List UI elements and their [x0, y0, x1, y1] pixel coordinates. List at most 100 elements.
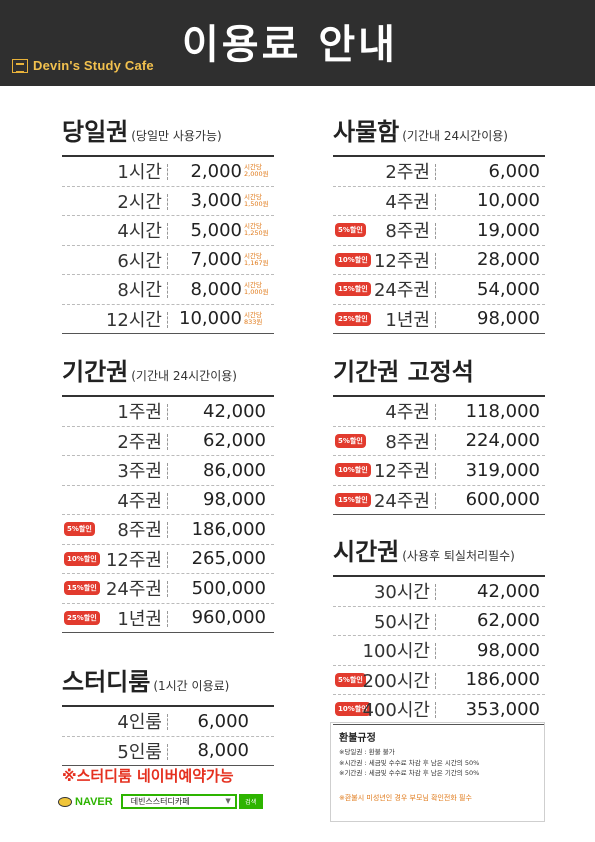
naver-search-input[interactable]: 데빈스스터디카페 ▼ [120, 794, 237, 809]
period-price-table: 1주권 42,000 2주권 62,000 3주권 86,000 4주권 98,000 5%할인… [62, 395, 274, 633]
item-name: 24주권 [373, 490, 430, 512]
naver-search-button[interactable]: 검색 [238, 794, 263, 809]
item-price: 19,000 [477, 219, 540, 241]
item-name: 12주권 [105, 549, 162, 571]
table-row: 2시간 3,000 시간당 1,500원 [62, 187, 274, 216]
discount-badge: 25%할인 [335, 311, 371, 326]
item-price: 7,000 [190, 249, 242, 271]
row-divider [435, 463, 436, 479]
unit-value: 1,250원 [244, 229, 269, 237]
item-price: 10,000 [179, 308, 242, 330]
item-name: 30시간 [373, 582, 430, 604]
unit-value: 1,000원 [244, 288, 269, 296]
table-row: 5%할인 200시간 186,000 [333, 666, 545, 695]
table-row: 8시간 8,000 시간당 1,000원 [62, 275, 274, 305]
row-divider [167, 164, 168, 180]
item-price: 98,000 [477, 308, 540, 330]
dropdown-arrow-icon[interactable]: ▼ [225, 797, 231, 805]
discount-badge: 10%할인 [64, 551, 100, 566]
item-price: 86,000 [203, 459, 266, 481]
discount-badge: 10%할인 [335, 252, 371, 267]
daily-pass-section: 당일권 (당일만 사용가능) 1시간 2,000 시간당 2,000원 2시간 3,000 시… [62, 112, 274, 334]
fixed-price-table: 4주권 118,000 5%할인 8주권 224,000 10%할인 12주권 319,000… [333, 395, 545, 515]
item-name: 5인룸 [117, 741, 162, 763]
table-row: 2주권 62,000 [62, 427, 274, 456]
table-row: 1시간 2,000 시간당 2,000원 [62, 157, 274, 187]
item-price: 10,000 [477, 190, 540, 212]
row-divider [167, 522, 168, 538]
item-name: 12시간 [105, 309, 162, 331]
table-row: 15%할인 24주권 54,000 [333, 275, 545, 305]
unit-label: 시간당 [244, 192, 262, 201]
refund-warning: ※환불시 미성년인 경우 부모님 확인전화 필수 [339, 793, 472, 802]
discount-badge: 5%할인 [64, 522, 95, 536]
item-price: 353,000 [465, 698, 540, 720]
hourly-price-table: 30시간 42,000 50시간 62,000 100시간 98,000 5%할인 200시간… [333, 575, 545, 725]
unit-label: 시간당 [244, 281, 262, 289]
row-divider [435, 613, 436, 630]
item-name: 3주권 [117, 461, 162, 483]
unit-value: 833원 [244, 317, 263, 326]
refund-policy-box: 환불규정 ※당일권 : 환불 불가 ※시간권 : 세금및 수수료 차감 후 남은… [330, 722, 545, 822]
row-divider [435, 584, 436, 600]
unit-price-note: 시간당 1,000원 [244, 282, 269, 296]
item-name: 4인룸 [117, 712, 162, 734]
table-row: 15%할인 24주권 600,000 [333, 486, 545, 515]
item-name: 200시간 [362, 670, 430, 692]
hourly-title: 시간권 [333, 538, 400, 566]
period-pass-section: 기간권 (기간내 24시간이용) 1주권 42,000 2주권 62,000 3주권 86,… [62, 352, 274, 633]
table-row: 50시간 62,000 [333, 607, 545, 636]
table-row: 4주권 118,000 [333, 397, 545, 427]
row-divider [167, 433, 168, 450]
header-bar: Devin's Study Cafe 이용료 안내 [0, 0, 595, 86]
item-name: 8시간 [117, 280, 162, 302]
hourly-pass-section: 시간권 (사용후 퇴실처리필수) 30시간 42,000 50시간 62,000 100시… [333, 532, 545, 725]
item-name: 1년권 [385, 309, 430, 331]
discount-badge: 10%할인 [335, 463, 371, 477]
fixed-title: 기간권 고정석 [333, 358, 474, 386]
row-divider [167, 404, 168, 420]
row-divider [435, 193, 436, 210]
naver-search-text: 데빈스스터디카페 [130, 797, 190, 806]
item-price: 62,000 [203, 430, 266, 452]
item-name: 2주권 [385, 162, 430, 184]
discount-badge: 25%할인 [64, 610, 100, 625]
naver-search-bar: NAVER 데빈스스터디카페 ▼ 검색 [58, 794, 263, 809]
period-subtitle: (기간내 24시간이용) [131, 369, 237, 383]
item-price: 265,000 [191, 548, 266, 570]
row-divider [435, 492, 436, 509]
row-divider [435, 643, 436, 659]
table-row: 5%할인 8주권 186,000 [62, 515, 274, 545]
item-price: 62,000 [477, 610, 540, 632]
daily-title: 당일권 [62, 118, 129, 146]
refund-line: ※시간권 : 세금및 수수료 차감 후 남은 시간의 50% [339, 758, 480, 767]
unit-price-note: 시간당 2,000원 [244, 164, 269, 178]
item-price: 8,000 [190, 278, 242, 300]
table-row: 10%할인 12주권 265,000 [62, 545, 274, 574]
item-name: 1년권 [117, 608, 162, 630]
item-name: 4시간 [117, 221, 162, 243]
item-name: 4주권 [117, 490, 162, 512]
row-divider [167, 282, 168, 298]
item-price: 186,000 [191, 518, 266, 540]
fixed-seat-section: 기간권 고정석 4주권 118,000 5%할인 8주권 224,000 10%할인 12주… [333, 352, 545, 515]
locker-title: 사물함 [333, 118, 400, 146]
refund-title: 환불규정 [339, 733, 376, 744]
discount-badge: 5%할인 [335, 223, 366, 237]
item-name: 8주권 [385, 431, 430, 453]
item-price: 6,000 [197, 710, 249, 732]
table-row: 10%할인 400시간 353,000 [333, 695, 545, 725]
unit-label: 시간당 [244, 251, 262, 260]
daily-price-table: 1시간 2,000 시간당 2,000원 2시간 3,000 시간당 1,500원 4시간 5,0… [62, 155, 274, 334]
naver-reservation-notice: ※스터디룸 네이버예약가능 [62, 767, 234, 785]
hourly-subtitle: (사용후 퇴실처리필수) [402, 549, 515, 563]
row-divider [435, 433, 436, 450]
unit-label: 시간당 [244, 163, 262, 171]
discount-badge: 15%할인 [335, 492, 371, 507]
row-divider [167, 581, 168, 597]
item-price: 28,000 [477, 249, 540, 271]
table-row: 12시간 10,000 시간당 833원 [62, 305, 274, 334]
naver-logo: NAVER [58, 796, 113, 808]
row-divider [435, 223, 436, 239]
row-divider [435, 311, 436, 328]
